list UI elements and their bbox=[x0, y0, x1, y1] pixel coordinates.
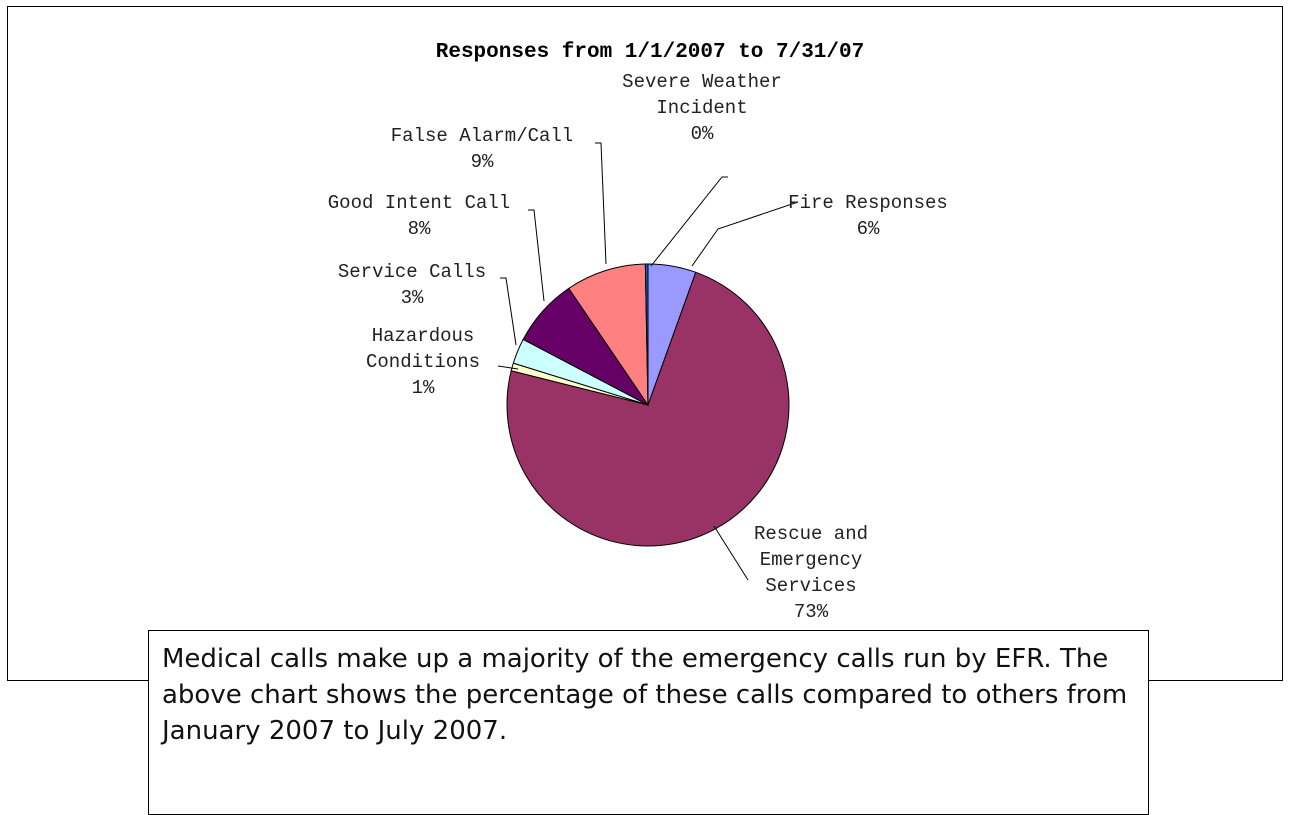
pie-slice bbox=[506, 271, 790, 547]
leader-line bbox=[500, 277, 517, 346]
caption-box: Medical calls make up a majority of the … bbox=[148, 630, 1149, 815]
slice-label: False Alarm/Call 9% bbox=[391, 125, 573, 173]
leader-line bbox=[650, 176, 728, 267]
chart-frame: Responses from 1/1/2007 to 7/31/07 Fire … bbox=[7, 6, 1283, 681]
slice-label: Service Calls 3% bbox=[338, 261, 486, 309]
leader-line bbox=[497, 365, 519, 370]
slice-label: Hazardous Conditions 1% bbox=[366, 325, 480, 399]
chart-title: Responses from 1/1/2007 to 7/31/07 bbox=[436, 41, 864, 64]
slice-labels: Fire Responses 6% Rescue and Emergency Servi… bbox=[328, 71, 948, 623]
slice-label: Severe Weather Incident 0% bbox=[622, 71, 782, 145]
caption-text: Medical calls make up a majority of the … bbox=[162, 644, 1128, 746]
leader-line bbox=[528, 209, 545, 302]
leader-line bbox=[713, 525, 749, 581]
slice-label: Rescue and Emergency Services 73% bbox=[754, 523, 868, 623]
leader-line bbox=[595, 142, 607, 265]
leader-line bbox=[691, 201, 799, 267]
slice-label: Good Intent Call 8% bbox=[328, 192, 510, 240]
pie-slices bbox=[506, 263, 790, 547]
pie-slice bbox=[644, 263, 649, 406]
slice-label: Fire Responses 6% bbox=[788, 192, 948, 240]
pie-slice bbox=[568, 263, 649, 407]
leader-lines bbox=[497, 142, 799, 581]
pie-chart: Responses from 1/1/2007 to 7/31/07 Fire … bbox=[328, 41, 948, 623]
